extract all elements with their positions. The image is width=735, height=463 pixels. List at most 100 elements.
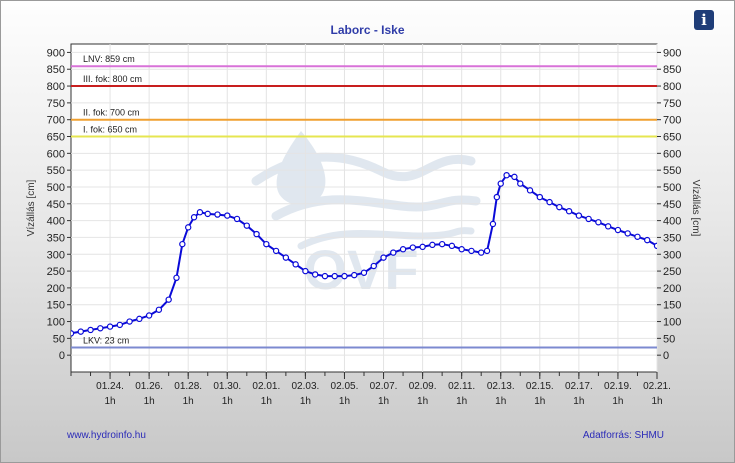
ytick-label-left: 700 — [47, 115, 65, 127]
data-point — [145, 312, 153, 319]
ytick-label-right: 350 — [663, 232, 681, 244]
data-point — [493, 193, 501, 201]
data-point — [292, 261, 299, 268]
chart-title: Laborc - Iske — [330, 23, 405, 37]
xtick-label-hour: 1h — [300, 396, 311, 407]
ytick-label-right: 100 — [663, 317, 681, 329]
y-axis-label-left: Vízállás [cm] — [26, 179, 37, 236]
xtick-label-date: 02.07. — [370, 381, 398, 392]
data-point — [546, 198, 553, 206]
reference-line-label: LNV: 859 cm — [83, 54, 135, 64]
data-point — [87, 326, 94, 334]
xtick-label-hour: 1h — [495, 396, 506, 407]
series-water-level — [71, 171, 657, 337]
xtick-label-hour: 1h — [534, 396, 545, 407]
data-point — [165, 296, 172, 303]
data-point — [380, 254, 387, 261]
data-point — [438, 240, 446, 248]
data-point — [468, 247, 475, 255]
ytick-label-left: 750 — [47, 98, 65, 110]
data-point — [536, 193, 544, 201]
xtick-label-hour: 1h — [183, 396, 194, 407]
data-point — [272, 247, 280, 255]
data-point — [155, 306, 163, 313]
data-point — [517, 180, 524, 187]
data-point — [243, 222, 250, 229]
data-point — [503, 171, 510, 179]
ytick-label-right: 300 — [663, 249, 681, 261]
data-point — [575, 212, 583, 219]
data-point — [97, 325, 104, 332]
svg-text:OVF: OVF — [303, 238, 418, 301]
data-point — [458, 246, 465, 253]
ytick-label-right: 200 — [663, 283, 681, 295]
data-point — [173, 274, 180, 282]
y-axis-label-right: Vízállás [cm] — [690, 180, 701, 237]
ytick-label-left: 650 — [47, 132, 65, 144]
data-point — [253, 230, 260, 238]
data-point — [390, 249, 397, 256]
ytick-label-right: 550 — [663, 165, 681, 177]
xtick-label-date: 01.30. — [213, 381, 241, 392]
data-point — [179, 240, 186, 248]
data-point — [116, 321, 124, 329]
data-point — [448, 242, 456, 250]
ytick-label-right: 600 — [663, 148, 681, 160]
y-axis-right: 0 50 100 150 200 250 300 350 400 450 500 550 600 650 7… — [657, 47, 681, 362]
ytick-label-left: 0 — [59, 350, 65, 362]
data-point — [483, 247, 491, 255]
reference-lines: LNV: 859 cm III. fok: 800 cm II. fok: 700 … — [71, 54, 657, 349]
data-point — [653, 242, 657, 250]
data-point — [321, 272, 329, 280]
xtick-label-date: 02.21. — [643, 381, 671, 392]
data-point — [360, 269, 368, 276]
data-point — [614, 226, 622, 234]
reference-line-label: I. fok: 650 cm — [83, 125, 137, 135]
xtick-label-hour: 1h — [144, 396, 155, 407]
xtick-label-date: 01.26. — [135, 381, 163, 392]
ytick-label-right: 850 — [663, 64, 681, 76]
data-point — [370, 262, 377, 270]
ytick-label-left: 600 — [47, 148, 65, 160]
data-point — [204, 210, 211, 218]
xtick-label-date: 02.05. — [331, 381, 359, 392]
xtick-label-date: 02.09. — [409, 381, 437, 392]
ytick-label-left: 500 — [47, 182, 65, 194]
data-point — [399, 246, 407, 253]
data-point — [556, 203, 563, 211]
ytick-label-left: 800 — [47, 81, 65, 93]
data-point — [136, 315, 143, 323]
xtick-label-date: 01.28. — [174, 381, 202, 392]
ytick-label-right: 400 — [663, 216, 681, 228]
watermark-logo: OVF — [251, 131, 481, 301]
xtick-label-date: 01.24. — [96, 381, 124, 392]
xtick-label-hour: 1h — [651, 396, 662, 407]
data-point — [526, 187, 534, 194]
data-point — [302, 267, 309, 275]
data-point — [489, 220, 497, 228]
xtick-label-date: 02.13. — [487, 381, 515, 392]
ytick-label-left: 850 — [47, 64, 65, 76]
data-source: Adatforrás: SHMU — [582, 430, 664, 441]
xtick-label-date: 02.11. — [448, 381, 475, 392]
data-point — [409, 244, 417, 251]
xtick-label-hour: 1h — [105, 396, 116, 407]
data-point — [585, 215, 592, 223]
xtick-label-date: 02.15. — [526, 381, 554, 392]
ytick-label-left: 50 — [53, 333, 65, 345]
info-icon[interactable]: i — [694, 10, 714, 30]
xtick-label-date: 02.01. — [252, 381, 280, 392]
website-link[interactable]: www.hydroinfo.hu — [67, 430, 146, 441]
data-point — [624, 230, 631, 237]
data-point — [311, 271, 319, 278]
ytick-label-right: 500 — [663, 182, 681, 194]
data-point — [351, 271, 358, 279]
ytick-label-left: 900 — [47, 47, 65, 59]
ytick-label-right: 900 — [663, 47, 681, 59]
data-point — [263, 240, 270, 248]
data-point — [595, 219, 602, 226]
data-point — [419, 243, 426, 251]
ytick-label-left: 350 — [47, 232, 65, 244]
